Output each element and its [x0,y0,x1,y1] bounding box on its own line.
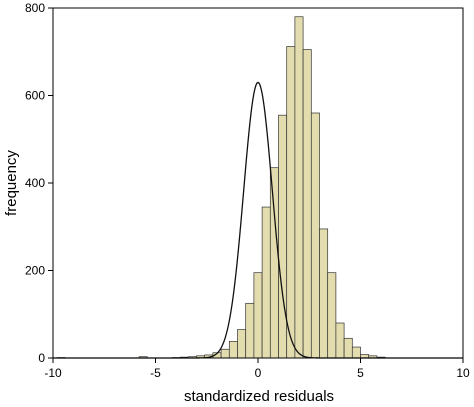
histogram-bar [220,348,230,359]
y-axis: 0 200 400 600 800 [25,1,53,365]
histogram-bar [294,16,304,359]
x-tick-label: 5 [357,366,364,380]
y-axis-label: frequency [3,150,20,216]
histogram-bar [310,112,320,359]
histogram-bar [237,329,247,359]
histogram-bar [245,302,255,359]
y-tick-label: 400 [25,176,45,190]
histogram-bar [228,341,238,359]
histogram-bar [261,206,271,359]
histogram-bar [335,322,345,359]
x-axis-label: standardized residuals [184,388,334,405]
histogram-bar [302,49,312,359]
x-tick-label: 0 [255,366,262,380]
y-tick-label: 600 [25,89,45,103]
histogram-bar [351,346,361,359]
histogram-bars [56,16,386,359]
histogram-bar [269,167,279,359]
histogram-bar [253,272,263,359]
x-tick-label: -10 [44,366,62,380]
histogram-bar [327,272,337,359]
y-tick-label: 800 [25,1,45,15]
histogram-bar [278,114,288,359]
x-tick-label: -5 [150,366,161,380]
histogram-bar [319,228,329,359]
histogram-bar [286,46,296,359]
y-tick-label: 200 [25,264,45,278]
histogram-bar [343,337,353,359]
y-tick-label: 0 [38,351,45,365]
x-axis: -10 -5 0 5 10 [44,358,470,380]
x-tick-label: 10 [456,366,470,380]
